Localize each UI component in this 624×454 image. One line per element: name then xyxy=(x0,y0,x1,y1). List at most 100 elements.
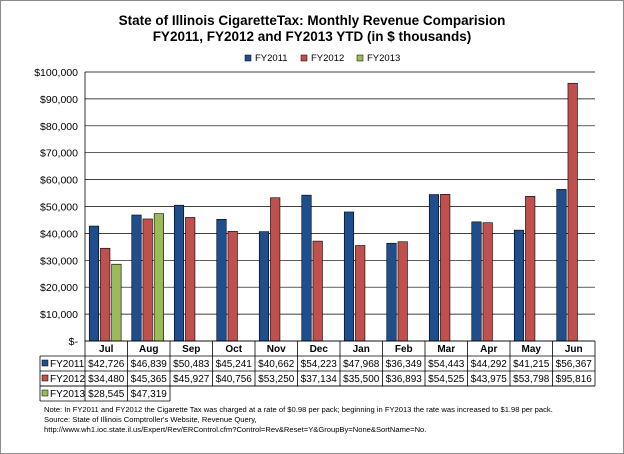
y-tick-label: $- xyxy=(69,336,79,348)
table-cell: $47,319 xyxy=(131,389,168,400)
bar-fy2012-dec xyxy=(312,240,323,342)
bar-fy2013-aug xyxy=(153,213,164,342)
legend-label: FY2012 xyxy=(311,53,344,64)
x-tick-label: Jul xyxy=(99,344,114,355)
x-tick-label: Sep xyxy=(182,344,200,355)
y-tick-label: $90,000 xyxy=(40,94,78,106)
table-key-swatch xyxy=(41,374,49,382)
table-cell: $28,545 xyxy=(88,389,125,400)
bar-fy2011-aug xyxy=(131,214,142,342)
y-tick-label: $60,000 xyxy=(40,175,78,187)
data-table: Jul Aug Sep Oct Nov Dec Jan Feb Mar Apr May Jun FY20… xyxy=(39,340,596,402)
bar-fy2011-sep xyxy=(173,204,185,342)
table-cell: $40,756 xyxy=(216,374,253,385)
chart-note: Source: State of Illinois Comptroller's … xyxy=(44,415,257,424)
x-tick-label: Dec xyxy=(310,344,329,355)
legend-swatch xyxy=(356,54,364,62)
table-cell: $37,134 xyxy=(301,374,338,385)
bar-fy2011-dec xyxy=(301,194,312,342)
gridlines xyxy=(84,71,595,342)
bar-fy2012-sep xyxy=(185,217,196,342)
y-tick-label: $40,000 xyxy=(40,228,78,240)
chart-title: State of Illinois CigaretteTax: Monthly … xyxy=(119,13,506,28)
legend-swatch xyxy=(300,54,308,62)
y-tick-label: $30,000 xyxy=(40,255,78,267)
x-tick-label: Jun xyxy=(565,344,583,355)
bar-fy2011-feb xyxy=(386,242,397,342)
y-tick-label: $20,000 xyxy=(40,282,78,294)
bars xyxy=(88,82,578,342)
x-tick-label: Mar xyxy=(437,344,455,355)
bar-fy2012-jan xyxy=(355,245,366,342)
bar-fy2011-nov xyxy=(258,231,270,342)
table-cell: $50,483 xyxy=(173,359,210,370)
table-row-label: FY2011 xyxy=(50,359,85,370)
table-cell: $95,816 xyxy=(556,374,593,385)
legend-label: FY2013 xyxy=(367,53,400,64)
bar-fy2012-oct xyxy=(227,231,238,342)
bar-fy2011-jan xyxy=(343,211,355,342)
bar-fy2012-feb xyxy=(397,241,408,342)
bar-fy2012-mar xyxy=(440,194,451,342)
table-cell: $43,975 xyxy=(471,374,508,385)
table-row-label: FY2013 xyxy=(50,389,85,400)
table-key-swatch xyxy=(41,389,49,397)
x-tick-label: Apr xyxy=(480,344,497,355)
table-cell: $45,241 xyxy=(216,359,253,370)
x-tick-label: Jan xyxy=(353,344,370,355)
table-cell: $42,726 xyxy=(88,359,125,370)
bar-fy2011-may xyxy=(513,229,525,342)
notes: Note: In FY2011 and FY2012 the Cigarette… xyxy=(44,405,553,434)
table-cell: $45,927 xyxy=(173,374,210,385)
table-cell: $35,500 xyxy=(343,374,380,385)
bar-fy2012-aug xyxy=(142,218,153,342)
table-cell: $54,223 xyxy=(301,359,338,370)
x-tick-label: May xyxy=(522,344,542,355)
table-key-swatch xyxy=(41,359,49,367)
chart-note: http://www.wh1.ioc.state.il.us/Expert/Re… xyxy=(44,425,426,434)
legend-label: FY2011 xyxy=(255,53,288,64)
bar-fy2012-may xyxy=(525,195,536,342)
x-tick-label: Nov xyxy=(267,344,286,355)
table-cell: $40,662 xyxy=(258,359,295,370)
bar-fy2011-apr xyxy=(471,221,482,342)
table-cell: $47,968 xyxy=(343,359,380,370)
bar-fy2011-oct xyxy=(216,219,227,342)
table-row-label: FY2012 xyxy=(50,374,85,385)
table-cell: $41,215 xyxy=(513,359,550,370)
chart-subtitle: FY2011, FY2012 and FY2013 YTD (in $ thou… xyxy=(153,29,472,44)
y-tick-label: $10,000 xyxy=(40,309,78,321)
x-tick-label: Feb xyxy=(395,344,413,355)
y-tick-label: $80,000 xyxy=(40,121,78,133)
table-cell: $34,480 xyxy=(88,374,125,385)
x-tick-label: Aug xyxy=(139,344,158,355)
bar-fy2012-jul xyxy=(100,247,111,342)
y-axis-ticks: $- $10,000 $20,000 $30,000 $40,000 $50,000 $60… xyxy=(34,67,78,348)
y-tick-label: $50,000 xyxy=(40,202,78,214)
legend: FY2011 FY2012 FY2013 xyxy=(244,53,400,64)
table-cell: $36,893 xyxy=(386,374,423,385)
bar-fy2012-jun xyxy=(567,82,578,342)
table-cell: $45,365 xyxy=(131,374,168,385)
table-cell: $46,839 xyxy=(131,359,168,370)
bar-fy2012-apr xyxy=(482,222,493,342)
bar-fy2012-nov xyxy=(270,197,281,342)
x-tick-label: Oct xyxy=(225,344,242,355)
bar-fy2013-jul xyxy=(111,263,122,342)
table-cell: $54,443 xyxy=(428,359,465,370)
table-cell: $44,292 xyxy=(471,359,508,370)
bar-fy2011-jul xyxy=(88,225,100,342)
table-cell: $53,250 xyxy=(258,374,295,385)
bar-fy2011-mar xyxy=(428,194,440,342)
table-cell: $56,367 xyxy=(556,359,593,370)
y-tick-label: $100,000 xyxy=(34,67,78,79)
table-cell: $36,349 xyxy=(386,359,423,370)
legend-swatch xyxy=(244,54,252,62)
y-tick-label: $70,000 xyxy=(40,148,78,160)
bar-fy2011-jun xyxy=(556,189,567,342)
chart-note: Note: In FY2011 and FY2012 the Cigarette… xyxy=(44,405,553,414)
table-cell: $54,525 xyxy=(428,374,465,385)
table-cell: $53,798 xyxy=(513,374,550,385)
